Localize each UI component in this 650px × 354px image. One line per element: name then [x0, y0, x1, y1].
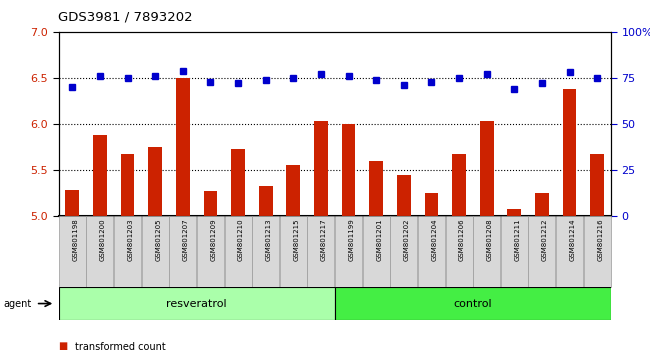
- Bar: [58, 287, 335, 320]
- Text: GSM801208: GSM801208: [487, 218, 493, 261]
- FancyBboxPatch shape: [418, 216, 445, 287]
- Bar: [93, 135, 107, 216]
- Text: agent: agent: [3, 298, 31, 309]
- Bar: [314, 121, 328, 216]
- FancyBboxPatch shape: [142, 216, 169, 287]
- Bar: [148, 147, 162, 216]
- Bar: [287, 165, 300, 216]
- Bar: [535, 193, 549, 216]
- Text: GSM801198: GSM801198: [72, 218, 78, 261]
- Text: GSM801217: GSM801217: [321, 218, 327, 261]
- Bar: [508, 210, 521, 216]
- FancyBboxPatch shape: [473, 216, 500, 287]
- Bar: [369, 161, 383, 216]
- FancyBboxPatch shape: [252, 216, 280, 287]
- Text: control: control: [454, 298, 492, 309]
- FancyBboxPatch shape: [86, 216, 114, 287]
- FancyBboxPatch shape: [445, 216, 473, 287]
- Text: GSM801204: GSM801204: [432, 218, 437, 261]
- Text: GSM801215: GSM801215: [293, 218, 299, 261]
- FancyBboxPatch shape: [307, 216, 335, 287]
- Text: GSM801210: GSM801210: [238, 218, 244, 261]
- FancyBboxPatch shape: [114, 216, 141, 287]
- Text: GSM801202: GSM801202: [404, 218, 410, 261]
- Text: GSM801212: GSM801212: [542, 218, 548, 261]
- FancyBboxPatch shape: [197, 216, 224, 287]
- Text: GSM801203: GSM801203: [127, 218, 133, 261]
- FancyBboxPatch shape: [556, 216, 583, 287]
- Text: transformed count: transformed count: [75, 342, 166, 353]
- Text: GSM801205: GSM801205: [155, 218, 161, 261]
- Bar: [176, 78, 190, 216]
- Text: GDS3981 / 7893202: GDS3981 / 7893202: [58, 11, 193, 24]
- Bar: [335, 287, 611, 320]
- Bar: [590, 154, 604, 216]
- Text: GSM801213: GSM801213: [266, 218, 272, 261]
- FancyBboxPatch shape: [363, 216, 390, 287]
- Text: GSM801201: GSM801201: [376, 218, 382, 261]
- Text: GSM801209: GSM801209: [211, 218, 216, 261]
- FancyBboxPatch shape: [335, 216, 362, 287]
- Text: GSM801206: GSM801206: [459, 218, 465, 261]
- FancyBboxPatch shape: [528, 216, 556, 287]
- Bar: [397, 175, 411, 216]
- Text: GSM801214: GSM801214: [569, 218, 575, 261]
- Bar: [563, 89, 577, 216]
- Text: GSM801216: GSM801216: [597, 218, 603, 261]
- Text: ■: ■: [58, 341, 68, 351]
- FancyBboxPatch shape: [390, 216, 417, 287]
- Text: GSM801199: GSM801199: [348, 218, 354, 261]
- Bar: [66, 190, 79, 216]
- Bar: [259, 185, 272, 216]
- FancyBboxPatch shape: [280, 216, 307, 287]
- FancyBboxPatch shape: [224, 216, 252, 287]
- Text: GSM801211: GSM801211: [514, 218, 520, 261]
- Bar: [121, 154, 135, 216]
- Bar: [480, 121, 493, 216]
- FancyBboxPatch shape: [500, 216, 528, 287]
- Bar: [424, 193, 438, 216]
- Bar: [452, 154, 466, 216]
- Bar: [231, 149, 245, 216]
- Bar: [342, 124, 356, 216]
- FancyBboxPatch shape: [584, 216, 611, 287]
- FancyBboxPatch shape: [58, 216, 86, 287]
- Text: GSM801207: GSM801207: [183, 218, 188, 261]
- Text: GSM801200: GSM801200: [100, 218, 106, 261]
- Bar: [203, 191, 217, 216]
- FancyBboxPatch shape: [169, 216, 196, 287]
- Text: resveratrol: resveratrol: [166, 298, 227, 309]
